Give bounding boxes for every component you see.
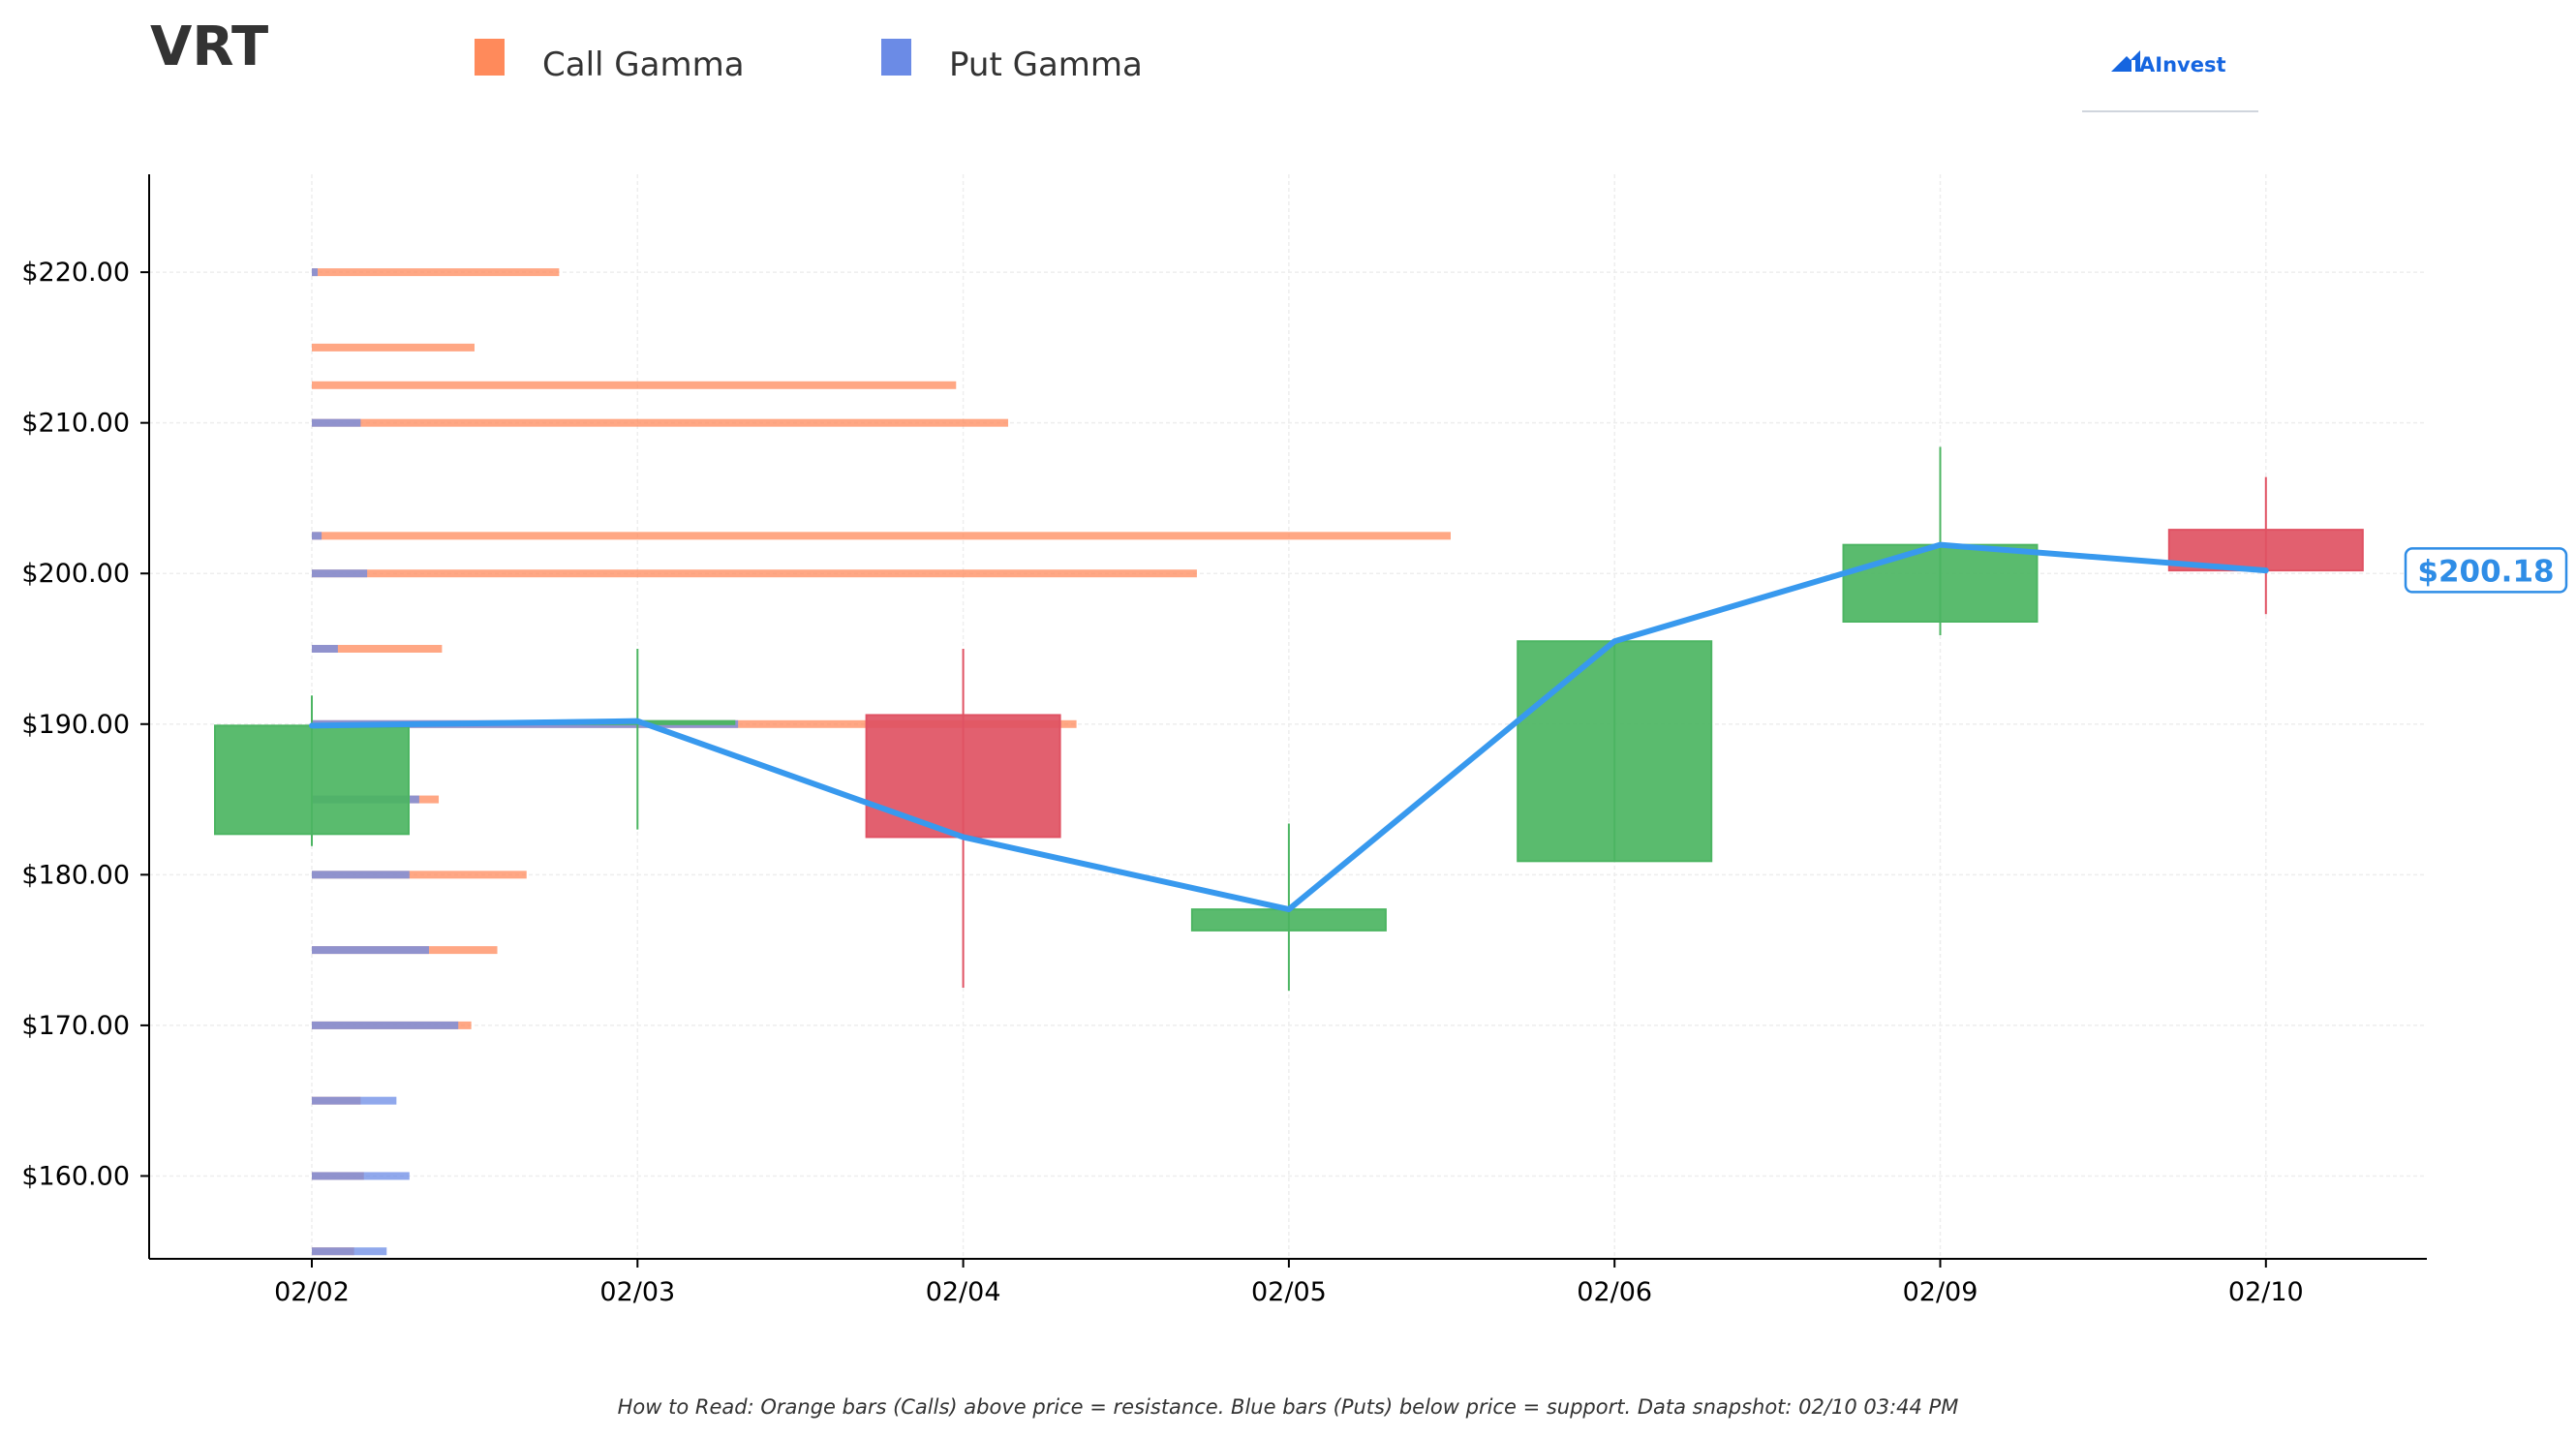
close-price-line (309, 541, 2269, 913)
put-gamma-bar (312, 645, 338, 653)
x-tick-label: 02/02 (274, 1277, 350, 1307)
candle-body (214, 724, 410, 836)
call-gamma-bar (312, 418, 1009, 427)
legend-label-put: Put Gamma (949, 46, 1143, 84)
put-gamma-bar (312, 532, 322, 540)
y-tick-label: $210.00 (21, 409, 130, 439)
current-price-label: $200.18 (2417, 554, 2554, 589)
x-tick-label: 02/06 (1577, 1277, 1652, 1307)
y-axis-ticks: $160.00 $170.00 $180.00 $190.00 $200.00 $210.… (21, 258, 149, 1191)
x-axis-ticks: 02/02 02/03 02/04 02/05 02/06 02/09 02/10 (274, 1259, 2304, 1307)
legend: Call Gamma Put Gamma (475, 39, 1143, 84)
put-gamma-bar (312, 268, 318, 277)
axes (148, 174, 2427, 1260)
y-tick-label: $180.00 (21, 860, 130, 890)
call-gamma-bar (312, 381, 957, 389)
y-tick-label: $220.00 (21, 258, 130, 288)
x-tick-label: 02/04 (926, 1277, 1001, 1307)
x-tick-label: 02/10 (2228, 1277, 2304, 1307)
call-gamma-bar (312, 532, 1451, 540)
put-gamma-bar (312, 1021, 459, 1029)
call-gamma-bar (312, 343, 475, 352)
x-tick-label: 02/03 (599, 1277, 675, 1307)
candle-body (1842, 543, 2039, 624)
legend-swatch-put (881, 39, 911, 76)
legend-swatch-call (475, 39, 505, 76)
legend-label-call: Call Gamma (542, 46, 745, 84)
candles (214, 446, 2364, 992)
candle-body (865, 714, 1061, 839)
ainvest-logo-icon (2111, 50, 2140, 72)
put-gamma-bar (312, 946, 429, 955)
ticker-title: VRT (150, 15, 268, 78)
candle-body (1190, 908, 1387, 932)
brand-logo: AInvest (2082, 50, 2258, 112)
current-price-badge: $200.18 (2404, 547, 2568, 594)
y-tick-label: $190.00 (21, 710, 130, 740)
y-tick-label: $170.00 (21, 1011, 130, 1041)
candle-body (1517, 640, 1713, 863)
call-gamma-bar (312, 645, 443, 653)
x-tick-label: 02/05 (1251, 1277, 1327, 1307)
put-gamma-bar (312, 871, 410, 879)
how-to-read-note: How to Read: Orange bars (Calls) above p… (618, 1395, 1959, 1419)
close-line (309, 541, 2269, 913)
put-gamma-bar (312, 1096, 397, 1105)
x-tick-label: 02/09 (1903, 1277, 1978, 1307)
call-gamma-bar (312, 871, 527, 879)
call-gamma-bar (312, 268, 560, 277)
call-gamma-bar (312, 569, 1197, 578)
y-tick-label: $160.00 (21, 1161, 130, 1191)
brand-name: AInvest (2139, 53, 2226, 76)
put-gamma-bar (312, 1247, 387, 1256)
y-tick-label: $200.00 (21, 559, 130, 589)
grid (149, 174, 2427, 1259)
put-gamma-bar (312, 418, 361, 427)
put-gamma-bar (312, 1172, 410, 1180)
put-gamma-bar (312, 569, 368, 578)
